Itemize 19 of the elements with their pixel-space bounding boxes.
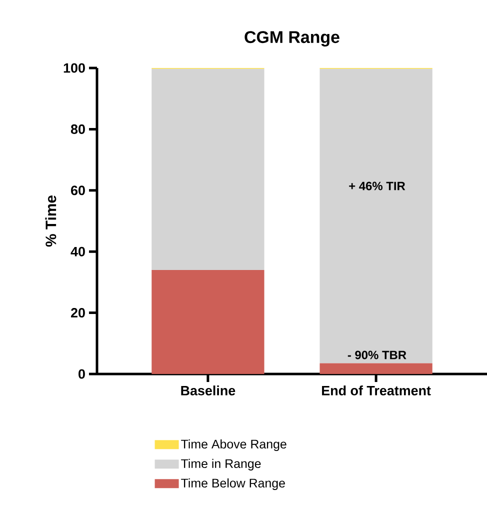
legend-label: Time Above Range [181, 439, 286, 451]
y-tick-label: 40 [70, 246, 85, 256]
x-tick-label: End of Treatment [322, 386, 431, 396]
y-tick-label: 100 [64, 63, 85, 73]
y-tick-label: 60 [71, 186, 85, 196]
y-tick-label: 80 [70, 124, 85, 134]
legend-label: Time in Range [181, 458, 261, 470]
annotation: - 90% TBR [348, 350, 406, 360]
bar [152, 270, 264, 374]
y-tick-label: 20 [70, 308, 85, 318]
x-tick-label: Baseline [181, 386, 236, 396]
legend-label: Time Below Range [181, 478, 285, 490]
y-axis-title: % Time [45, 195, 56, 247]
bar [320, 68, 432, 364]
chart-title: CGM Range [244, 31, 340, 46]
bar [320, 363, 432, 374]
y-tick-label: 0 [78, 369, 85, 379]
annotation: + 46% TIR [349, 182, 406, 190]
bar [152, 68, 264, 270]
